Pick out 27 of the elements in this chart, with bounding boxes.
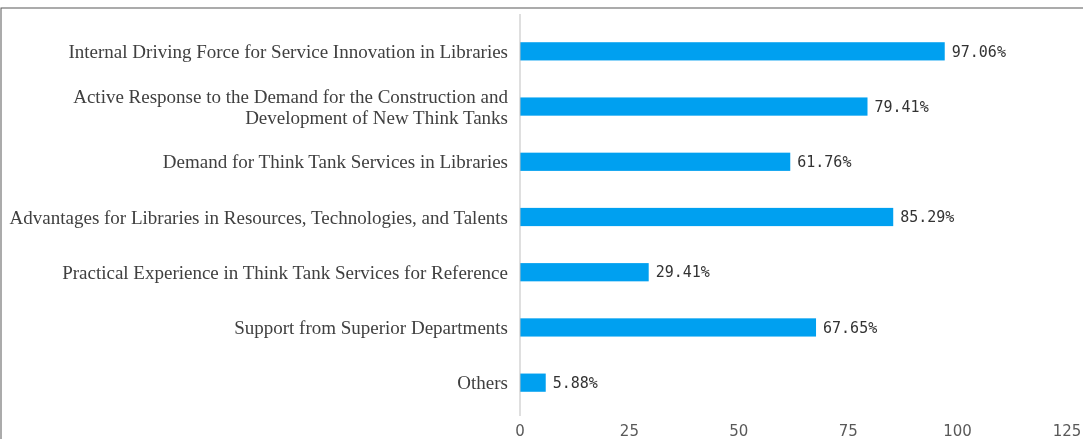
x-tick-label: 0 (515, 422, 525, 439)
y-tick-label: Active Response to the Demand for the Construction and Development of New Think Tanks (73, 85, 509, 128)
y-tick-label: Advantages for Libraries in Resources, Technologies, and Talents (9, 206, 508, 228)
y-tick-label: Internal Driving Force for Service Innovation in Libraries (68, 40, 508, 62)
bar (520, 152, 791, 171)
y-tick-label: Support from Superior Departments (234, 317, 508, 339)
y-tick-label: Others (457, 372, 508, 394)
x-tick-label: 50 (729, 422, 749, 439)
bar (520, 318, 817, 337)
bar (520, 373, 546, 392)
data-label: 5.88% (552, 373, 598, 392)
x-tick-label: 75 (838, 422, 858, 439)
bar (520, 207, 894, 227)
x-tick-label: 100 (943, 422, 972, 439)
data-label: 97.06% (951, 42, 1006, 61)
data-label: 61.76% (797, 153, 852, 172)
bar (520, 42, 945, 61)
x-tick-label: 25 (619, 422, 639, 439)
data-label: 85.29% (900, 208, 955, 227)
data-label: 79.41% (874, 97, 929, 116)
data-label: 67.65% (823, 318, 878, 337)
bar (520, 263, 649, 282)
x-tick-label: 125 (1052, 422, 1082, 439)
y-tick-label: Demand for Think Tank Services in Libraries (162, 151, 508, 173)
y-tick-label: Practical Experience in Think Tank Services for Reference (62, 261, 508, 283)
data-label: 29.41% (655, 263, 710, 282)
bar (520, 97, 868, 116)
